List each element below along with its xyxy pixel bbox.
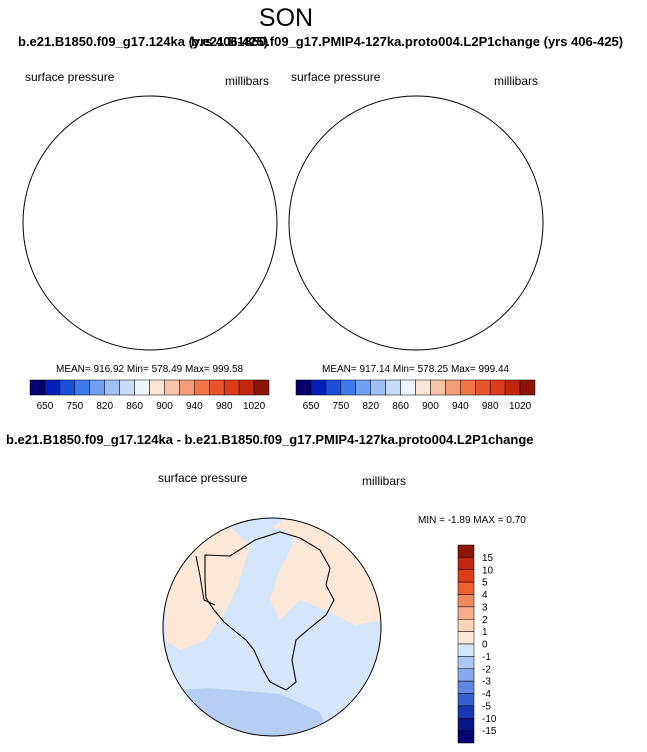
colorbar-tick-label: 820 [362, 401, 379, 412]
colorbar-swatch [457, 569, 475, 583]
colorbar-swatch [325, 379, 342, 396]
map-panel-b [288, 95, 544, 351]
colorbar-tick-label: -10 [482, 714, 497, 725]
colorbar-swatch [29, 379, 46, 396]
colorbar-swatch [149, 379, 165, 396]
colorbar-tick-label: 4 [482, 590, 488, 601]
colorbar-swatch [340, 379, 356, 396]
map-panel-a [22, 95, 277, 350]
panel-a-units-label: millibars [225, 74, 270, 88]
colorbar-swatch [253, 379, 270, 396]
colorbar-tick-label: 650 [303, 401, 320, 412]
colorbar-swatch [457, 680, 475, 694]
case-b-title: b.e21.B1850.f09_g17.PMIP4-127ka.proto004… [191, 34, 624, 49]
colorbar-swatch [370, 379, 386, 396]
colorbar-swatch [519, 379, 536, 396]
colorbar-swatch [385, 379, 401, 396]
map-diff-panel [162, 517, 382, 737]
colorbar-swatch [44, 379, 61, 396]
colorbar-swatch [457, 606, 475, 620]
colorbar-swatch [457, 668, 475, 682]
colorbar-panel-b: 650 750 820 860 900 940 980 1020 [295, 379, 536, 412]
colorbar-swatch [194, 379, 210, 396]
colorbar-swatch [457, 619, 475, 632]
panel-a-variable-label: surface pressure [25, 70, 115, 84]
colorbar-tick-label: 2 [482, 615, 488, 626]
colorbar-tick-label: 980 [216, 401, 233, 412]
colorbar-tick-label: 1020 [243, 401, 266, 412]
colorbar-tick-label: 860 [392, 401, 409, 412]
colorbar-swatch [400, 379, 416, 396]
colorbar-swatch [445, 379, 461, 396]
colorbar-tick-label: -15 [482, 726, 497, 737]
colorbar-swatch [310, 379, 327, 396]
colorbar-swatch [295, 379, 312, 396]
colorbar-tick-label: 650 [37, 401, 54, 412]
colorbar-swatch [457, 557, 475, 570]
colorbar-panel-a: 650 750 820 860 900 940 980 1020 [29, 379, 270, 412]
colorbar-swatch [223, 379, 240, 396]
colorbar-swatch [457, 705, 475, 719]
colorbar-tick-label: 750 [66, 401, 83, 412]
colorbar-swatch [457, 718, 475, 731]
colorbar-swatch [457, 544, 475, 558]
colorbar-tick-label: -4 [482, 689, 491, 700]
colorbar-tick-label: 3 [482, 602, 488, 613]
colorbar-swatch [457, 656, 475, 669]
panel-b-stats: MEAN= 917.14 Min= 578.25 Max= 999.44 [322, 364, 510, 375]
colorbar-tick-label: 900 [156, 401, 173, 412]
diff-units-label: millibars [362, 474, 407, 488]
colorbar-swatch [457, 693, 475, 707]
colorbar-swatch [179, 379, 195, 396]
diff-stats: MIN = -1.89 MAX = 0.70 [418, 515, 526, 526]
colorbar-tick-label: -1 [482, 652, 491, 663]
colorbar-swatch [89, 379, 105, 396]
colorbar-swatch [460, 379, 476, 396]
colorbar-tick-label: 860 [126, 401, 143, 412]
colorbar-tick-label: 940 [186, 401, 203, 412]
colorbar-swatch [475, 379, 491, 396]
colorbar-swatch [104, 379, 120, 396]
colorbar-swatch [164, 379, 180, 396]
colorbar-swatch [504, 379, 521, 396]
colorbar-swatch [209, 379, 225, 396]
panel-a-stats: MEAN= 916.92 Min= 578.49 Max= 999.58 [56, 364, 244, 375]
panel-b-variable-label: surface pressure [291, 70, 381, 84]
colorbar-swatch [457, 643, 475, 657]
colorbar-swatch [415, 379, 431, 396]
colorbar-swatch [59, 379, 76, 396]
colorbar-tick-label: 900 [422, 401, 439, 412]
colorbar-tick-label: 980 [482, 401, 499, 412]
colorbar-tick-label: 1 [482, 627, 488, 638]
colorbar-tick-label: -5 [482, 701, 491, 712]
colorbar-tick-label: 0 [482, 640, 488, 651]
colorbar-swatch [457, 631, 475, 645]
season-title: SON [258, 4, 314, 32]
colorbar-swatch [430, 379, 446, 396]
colorbar-swatch [119, 379, 135, 396]
diff-panel-title: b.e21.B1850.f09_g17.124ka - b.e21.B1850.… [6, 432, 534, 447]
colorbar-tick-label: -3 [482, 677, 491, 688]
colorbar-tick-label: 820 [96, 401, 113, 412]
colorbar-tick-label: 10 [482, 565, 494, 576]
case-a-title: b.e21.B1850.f09_g17.124ka (yrs 406-425) [18, 34, 269, 49]
colorbar-tick-label: 750 [332, 401, 349, 412]
colorbar-tick-label: -2 [482, 664, 491, 675]
colorbar-swatch [74, 379, 90, 396]
colorbar-tick-label: 15 [482, 553, 494, 564]
panel-b-units-label: millibars [494, 74, 539, 88]
colorbar-tick-label: 1020 [509, 401, 532, 412]
colorbar-swatch [457, 581, 475, 595]
colorbar-swatch [134, 379, 150, 396]
diff-variable-label: surface pressure [158, 471, 248, 485]
colorbar-swatch [457, 594, 475, 608]
colorbar-swatch [238, 379, 255, 396]
colorbar-tick-label: 940 [452, 401, 469, 412]
colorbar-swatch [457, 730, 475, 744]
colorbar-swatch [355, 379, 371, 396]
colorbar-swatch [489, 379, 506, 396]
colorbar-tick-label: 5 [482, 578, 488, 589]
